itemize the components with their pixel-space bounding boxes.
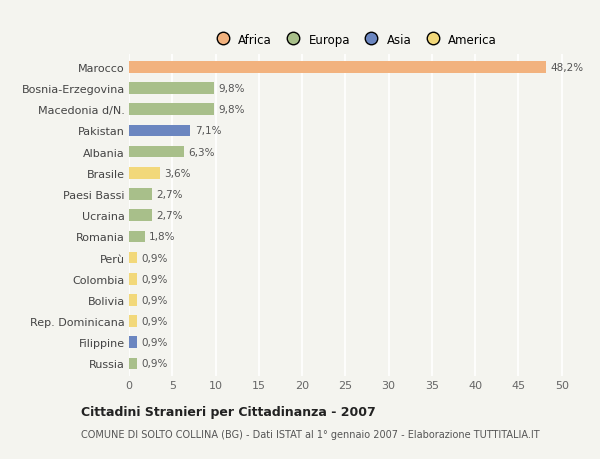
Text: 6,3%: 6,3% [188,147,214,157]
Bar [129,252,137,264]
Bar [129,189,152,201]
Bar [129,146,184,158]
Bar [129,358,137,369]
Text: 2,7%: 2,7% [157,211,183,221]
Bar [129,83,214,95]
Bar [129,273,137,285]
Bar [129,337,137,348]
Text: 7,1%: 7,1% [195,126,221,136]
Bar [129,168,160,179]
Bar [129,295,137,306]
Text: Cittadini Stranieri per Cittadinanza - 2007: Cittadini Stranieri per Cittadinanza - 2… [81,405,376,419]
Bar [129,210,152,222]
Text: 0,9%: 0,9% [141,358,167,369]
Bar [129,125,190,137]
Text: 0,9%: 0,9% [141,316,167,326]
Text: 2,7%: 2,7% [157,190,183,200]
Text: 9,8%: 9,8% [218,105,245,115]
Bar [129,316,137,327]
Bar [129,62,546,73]
Bar [129,104,214,116]
Bar [129,231,145,243]
Text: 0,9%: 0,9% [141,337,167,347]
Text: 48,2%: 48,2% [550,63,584,73]
Text: 9,8%: 9,8% [218,84,245,94]
Text: 0,9%: 0,9% [141,274,167,284]
Text: 0,9%: 0,9% [141,253,167,263]
Text: 1,8%: 1,8% [149,232,175,242]
Text: COMUNE DI SOLTO COLLINA (BG) - Dati ISTAT al 1° gennaio 2007 - Elaborazione TUTT: COMUNE DI SOLTO COLLINA (BG) - Dati ISTA… [81,429,539,439]
Text: 3,6%: 3,6% [164,168,191,179]
Legend: Africa, Europa, Asia, America: Africa, Europa, Asia, America [206,29,502,51]
Text: 0,9%: 0,9% [141,295,167,305]
